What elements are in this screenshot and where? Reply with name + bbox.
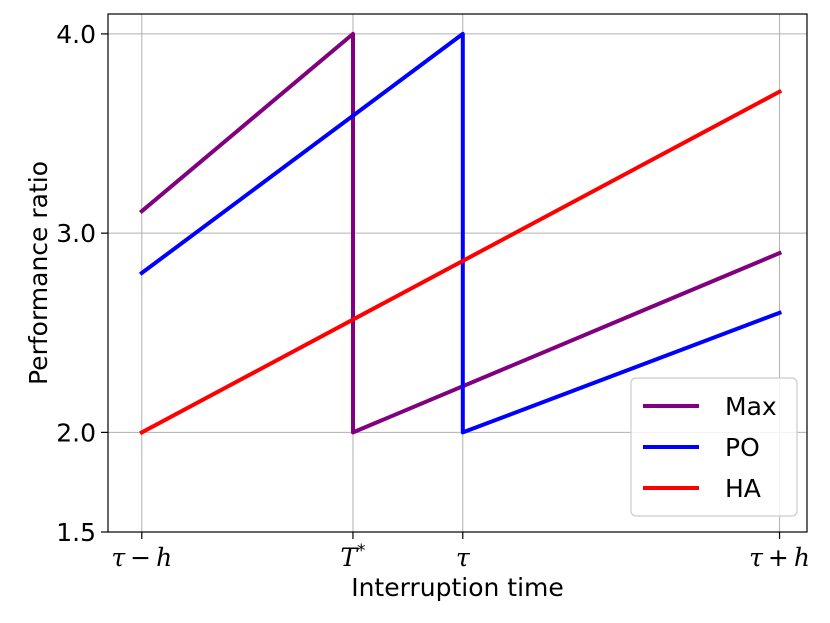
series-line-ha (139, 88, 783, 436)
tick-marks (101, 33, 781, 539)
x-tick-label: τ − h (111, 543, 172, 572)
x-tick-label: T* (340, 541, 365, 572)
x-tick-label: τ (456, 543, 471, 572)
x-tick-labels: τ − h T* τ τ + h (111, 541, 810, 572)
series-line-po (139, 31, 783, 435)
series-line-max (138, 31, 783, 435)
x-axis-title: Interruption time (351, 573, 564, 602)
y-tick-labels: 1.5 2.0 3.0 4.0 (56, 20, 96, 547)
y-tick-label: 1.5 (56, 518, 96, 547)
y-axis-title: Performance ratio (24, 161, 53, 385)
legend-label-max: Max (725, 392, 777, 421)
legend-label-po: PO (725, 433, 760, 462)
legend: Max PO HA (630, 377, 798, 517)
y-tick-label: 3.0 (56, 219, 96, 248)
x-tick-label: τ + h (749, 543, 810, 572)
plot-frame (107, 13, 808, 533)
y-tick-label: 4.0 (56, 20, 96, 49)
legend-label-ha: HA (725, 474, 761, 503)
series-lines (138, 31, 783, 436)
legend-box (630, 377, 798, 517)
y-tick-label: 2.0 (56, 418, 96, 447)
